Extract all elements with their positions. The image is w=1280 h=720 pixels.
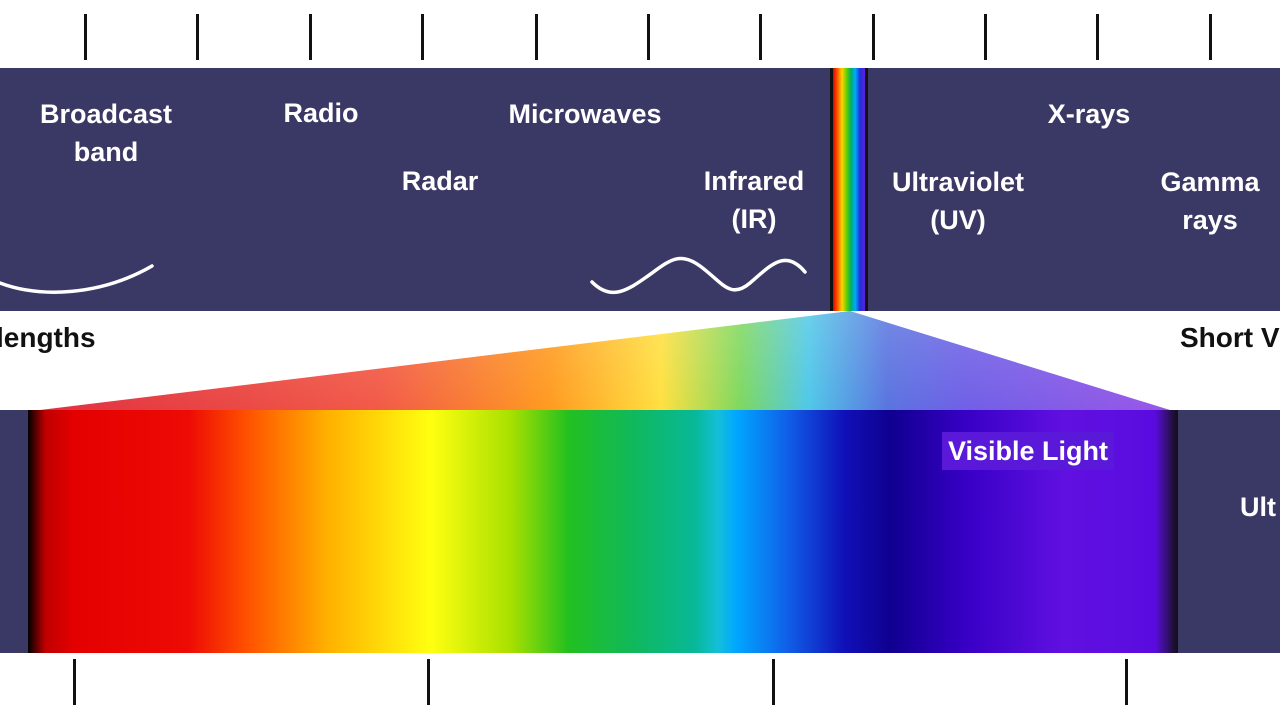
tick: [421, 14, 424, 60]
tick: [772, 659, 775, 705]
long-wavelengths-label: lengths: [0, 322, 96, 353]
short-wave-icon: [590, 256, 807, 295]
electromagnetic-band: [0, 68, 1280, 311]
short-wavelengths-label: Short V: [1180, 322, 1280, 353]
visible-light-fan-shade: [40, 311, 1170, 410]
tick: [427, 659, 430, 705]
tick: [1209, 14, 1212, 60]
label-gamma-rays: Gamma rays: [1160, 167, 1260, 235]
long-wave-icon: [0, 264, 154, 294]
tick: [196, 14, 199, 60]
tick: [647, 14, 650, 60]
tick: [309, 14, 312, 60]
label-broadcast-band: Broadcast band: [39, 99, 173, 167]
visible-spectrum-strip: [830, 68, 868, 311]
tick: [872, 14, 875, 60]
tick: [1096, 14, 1099, 60]
label-radio: Radio: [283, 98, 359, 128]
tick: [984, 14, 987, 60]
tick: [1125, 659, 1128, 705]
tick: [73, 659, 76, 705]
visible-light-label: Visible Light: [942, 432, 1115, 470]
label-radar: Radar: [401, 166, 479, 196]
tick: [535, 14, 538, 60]
tick: [84, 14, 87, 60]
label-x-rays: X-rays: [1047, 99, 1131, 129]
label-infrared: Infrared (IR): [703, 166, 805, 234]
tick: [759, 14, 762, 60]
label-microwaves: Microwaves: [508, 99, 662, 129]
label-ultraviolet: Ultraviolet (UV): [891, 167, 1025, 235]
ultraviolet-partial-label: Ult: [1240, 492, 1276, 522]
